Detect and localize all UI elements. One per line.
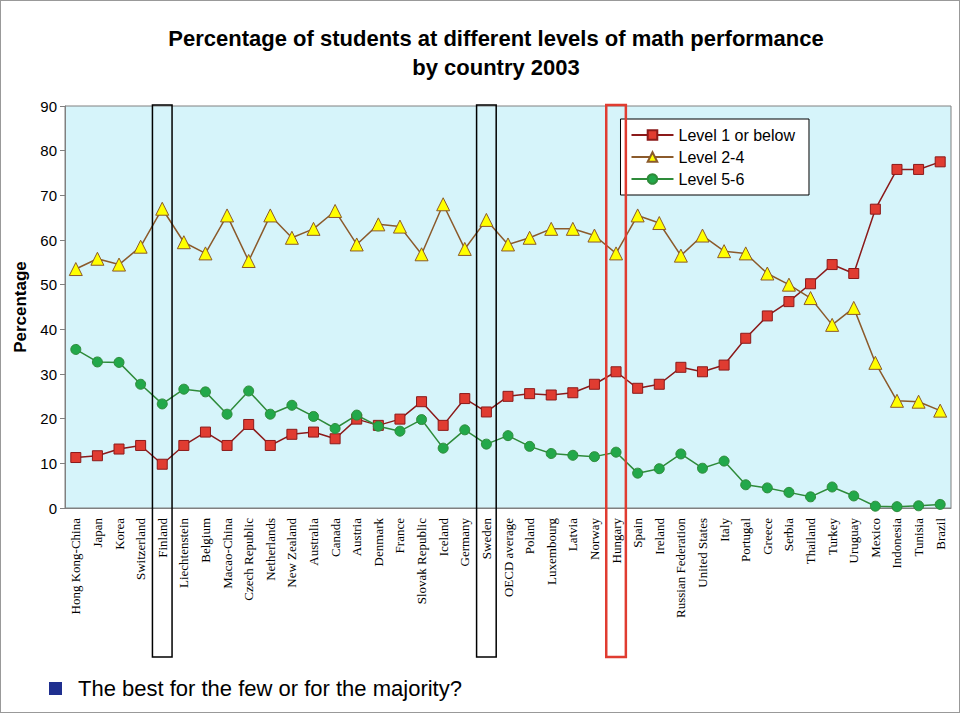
svg-text:0: 0	[49, 500, 57, 517]
svg-text:Korea: Korea	[112, 518, 127, 550]
svg-text:Indonesia: Indonesia	[889, 518, 904, 569]
svg-text:Denmark: Denmark	[371, 518, 386, 567]
svg-text:Liechtenstein: Liechtenstein	[176, 518, 191, 589]
svg-text:60: 60	[40, 232, 57, 249]
svg-text:40: 40	[40, 321, 57, 338]
svg-text:Percentage: Percentage	[11, 261, 30, 353]
html-text:The best for the few or for th: The best for the few or for the majority…	[78, 676, 462, 701]
svg-text:Poland: Poland	[522, 518, 537, 555]
svg-text:20: 20	[40, 410, 57, 427]
svg-text:Belgium: Belgium	[198, 518, 213, 563]
svg-text:Hungary: Hungary	[609, 518, 624, 564]
svg-text:Australia: Australia	[306, 518, 321, 566]
svg-text:Finland: Finland	[155, 518, 170, 558]
svg-text:New Zealand: New Zealand	[284, 518, 299, 588]
svg-text:Sweden: Sweden	[479, 518, 494, 560]
svg-text:Level 5-6: Level 5-6	[678, 171, 744, 188]
svg-text:Level 2-4: Level 2-4	[678, 149, 744, 166]
svg-text:Uruguay: Uruguay	[846, 518, 861, 564]
svg-text:Japan: Japan	[90, 518, 105, 548]
svg-text:Russian Federation: Russian Federation	[673, 518, 688, 619]
svg-text:Slovak Republic: Slovak Republic	[414, 518, 429, 605]
svg-text:Spain: Spain	[630, 518, 645, 548]
svg-text:Latvia: Latvia	[565, 518, 580, 551]
svg-text:Level 1 or below: Level 1 or below	[678, 127, 795, 144]
svg-text:50: 50	[40, 276, 57, 293]
svg-text:OECD average: OECD average	[501, 518, 516, 597]
svg-text:Iceland: Iceland	[436, 518, 451, 557]
svg-text:France: France	[392, 518, 407, 554]
svg-text:Norway: Norway	[587, 518, 602, 560]
svg-text:Thailand: Thailand	[803, 518, 818, 565]
svg-text:United States: United States	[695, 518, 710, 588]
svg-text:30: 30	[40, 366, 57, 383]
svg-text:Switzerland: Switzerland	[133, 518, 148, 581]
svg-text:Italy: Italy	[717, 518, 732, 542]
svg-text:Luxembourg: Luxembourg	[544, 518, 559, 585]
svg-text:Macao-China: Macao-China	[220, 518, 235, 589]
svg-text:80: 80	[40, 142, 57, 159]
svg-text:Greece: Greece	[760, 518, 775, 555]
svg-text:70: 70	[40, 187, 57, 204]
svg-text:Austria: Austria	[349, 518, 364, 557]
svg-text:Ireland: Ireland	[652, 518, 667, 555]
svg-text:Czech Republic: Czech Republic	[241, 518, 256, 601]
svg-text:Turkey: Turkey	[825, 518, 840, 556]
svg-text:Netherlands: Netherlands	[263, 518, 278, 581]
svg-text:10: 10	[40, 455, 57, 472]
svg-text:Serbia: Serbia	[781, 518, 796, 551]
svg-text:Percentage of students at diff: Percentage of students at different leve…	[168, 26, 823, 51]
svg-text:Tunisia: Tunisia	[911, 518, 926, 557]
svg-text:Hong Kong-China: Hong Kong-China	[68, 518, 83, 615]
svg-text:Portugal: Portugal	[738, 518, 753, 562]
svg-text:Brazil: Brazil	[933, 518, 948, 550]
svg-text:by country 2003: by country 2003	[412, 55, 580, 80]
svg-text:Canada: Canada	[328, 518, 343, 557]
svg-text:Germany: Germany	[457, 518, 472, 567]
svg-text:90: 90	[40, 98, 57, 115]
svg-text:Mexico: Mexico	[868, 518, 883, 558]
